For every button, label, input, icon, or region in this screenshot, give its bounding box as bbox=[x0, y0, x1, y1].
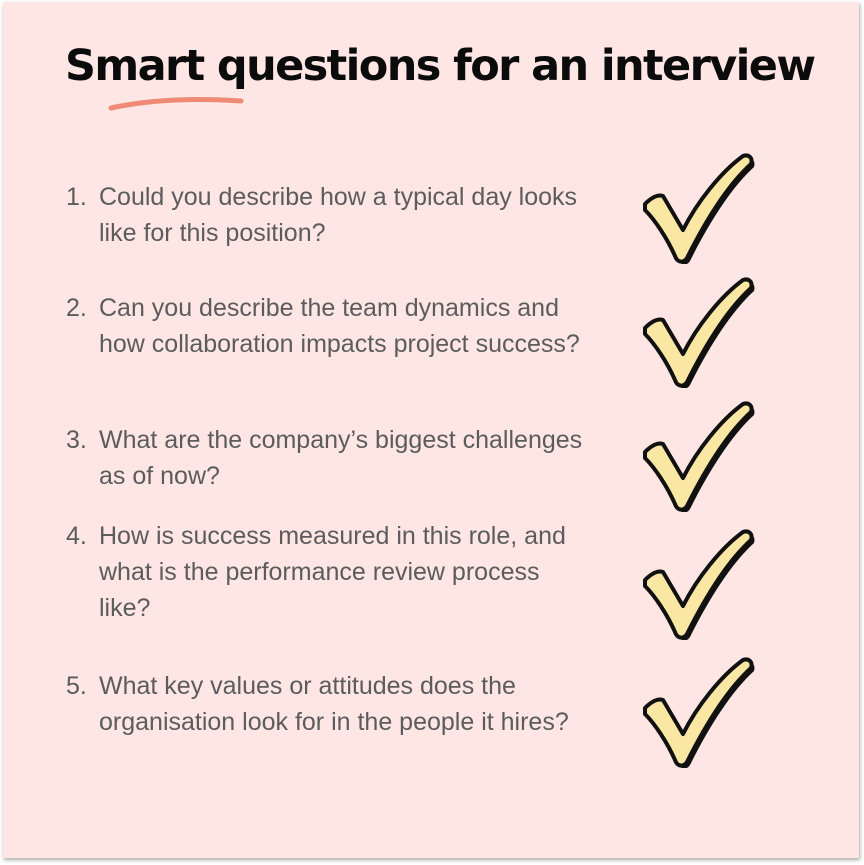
list-item-number: 3. bbox=[66, 426, 87, 454]
list-item-1: 1. Could you describe how a typical day … bbox=[66, 179, 586, 251]
list-item-5: 5. What key values or attitudes does the… bbox=[66, 668, 586, 740]
list-item-text: How is success measured in this role, an… bbox=[99, 522, 566, 622]
checkmark-icon bbox=[643, 657, 755, 768]
title-underline-decoration bbox=[108, 97, 244, 111]
checkmark-icon bbox=[643, 277, 755, 388]
list-item-text: What are the company’s biggest challenge… bbox=[99, 426, 583, 490]
list-item-3: 3. What are the company’s biggest challe… bbox=[66, 422, 586, 494]
list-item-number: 1. bbox=[66, 183, 87, 211]
checkmark-icon bbox=[643, 401, 755, 512]
list-item-text: Could you describe how a typical day loo… bbox=[99, 183, 578, 247]
checkmark-icon bbox=[643, 529, 755, 640]
infographic-card: Smart questions for an interview 1. Coul… bbox=[3, 2, 859, 858]
checkmark-icon bbox=[643, 153, 755, 264]
page-title: Smart questions for an interview bbox=[65, 41, 816, 91]
list-item-number: 5. bbox=[66, 672, 87, 700]
list-item-text: Can you describe the team dynamics and h… bbox=[99, 294, 580, 358]
list-item-2: 2. Can you describe the team dynamics an… bbox=[66, 290, 586, 362]
list-item-number: 4. bbox=[66, 522, 87, 550]
list-item-4: 4. How is success measured in this role,… bbox=[66, 518, 586, 626]
list-item-text: What key values or attitudes does the or… bbox=[99, 672, 569, 736]
list-item-number: 2. bbox=[66, 294, 87, 322]
